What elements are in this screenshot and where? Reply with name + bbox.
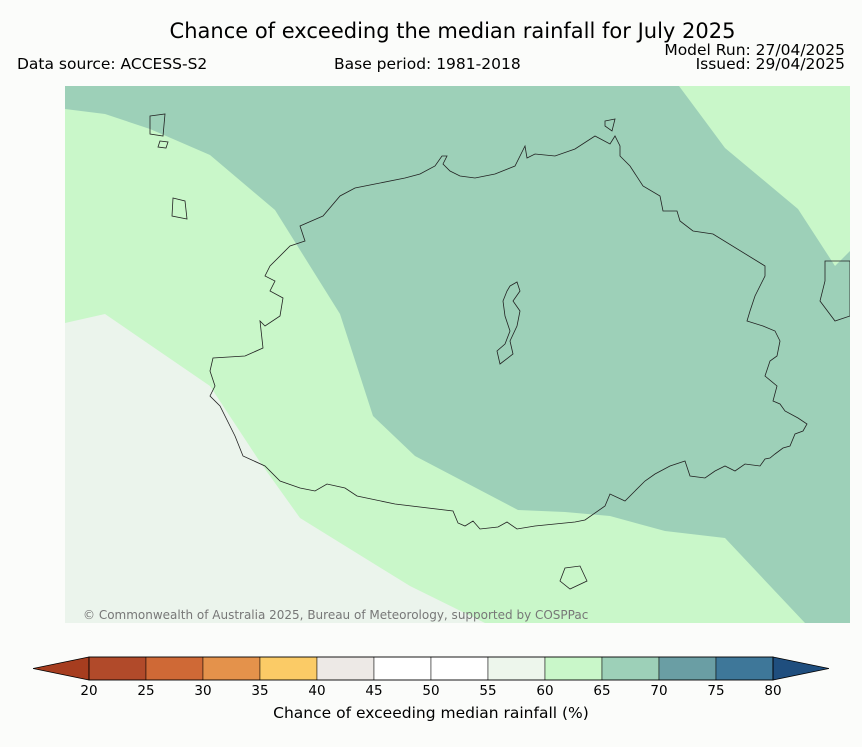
map-title: Chance of exceeding the median rainfall … [169, 19, 736, 43]
colorbar-tick-label: 65 [593, 683, 611, 699]
colorbar-tick-label: 50 [422, 683, 440, 699]
colorbar-segment [715, 656, 774, 681]
colorbar-tick-label: 60 [536, 683, 554, 699]
rainfall-map [65, 86, 850, 623]
colorbar-segment [601, 656, 660, 681]
base-period-label: Base period: 1981-2018 [334, 55, 521, 73]
model-run-label: Model Run: 27/04/2025 [664, 41, 845, 59]
colorbar-extend-high [772, 656, 829, 681]
colorbar-segment [145, 656, 204, 681]
colorbar-tick-label: 30 [194, 683, 212, 699]
colorbar-tick-label: 25 [137, 683, 155, 699]
colorbar-segment [487, 656, 546, 681]
colorbar-segment [202, 656, 261, 681]
colorbar-segment [316, 656, 375, 681]
colorbar-tick-label: 70 [650, 683, 668, 699]
colorbar-segment [544, 656, 603, 681]
colorbar-tick-label: 75 [707, 683, 725, 699]
colorbar-label: Chance of exceeding median rainfall (%) [273, 704, 589, 722]
colorbar-tick-label: 80 [764, 683, 782, 699]
colorbar-tick-label: 45 [365, 683, 383, 699]
copyright-notice: © Commonwealth of Australia 2025, Bureau… [83, 608, 589, 622]
colorbar-tick-label: 35 [251, 683, 269, 699]
issued-date-label: Issued: 29/04/2025 [695, 55, 845, 73]
colorbar-extend-low [33, 656, 90, 681]
colorbar-segment [259, 656, 318, 681]
colorbar-segment [658, 656, 717, 681]
colorbar-segment [373, 656, 432, 681]
colorbar-segment [88, 656, 147, 681]
colorbar [33, 656, 829, 681]
zone-45-55 [65, 314, 485, 623]
colorbar-tick-label: 40 [308, 683, 326, 699]
colorbar-tick-label: 55 [479, 683, 497, 699]
coastline [149, 113, 850, 590]
data-source-label: Data source: ACCESS-S2 [17, 55, 208, 73]
colorbar-segment [430, 656, 489, 681]
zone-60-65-northeast [679, 86, 850, 266]
colorbar-tick-label: 20 [80, 683, 98, 699]
